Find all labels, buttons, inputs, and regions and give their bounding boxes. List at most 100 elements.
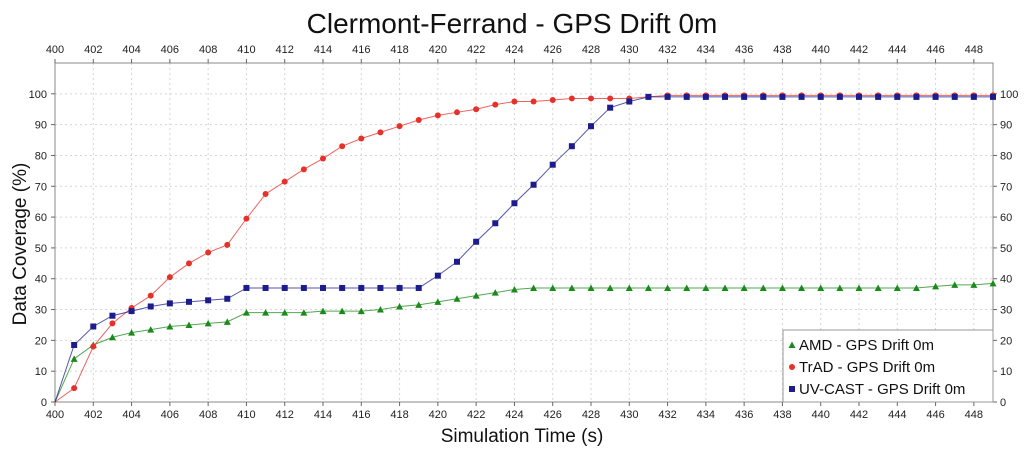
data-point	[224, 295, 231, 302]
data-point	[970, 93, 977, 100]
data-point	[128, 308, 135, 315]
x-tick-label: 432	[658, 409, 676, 421]
x-tick-label: 434	[697, 409, 715, 421]
y-tick-label-right: 90	[1000, 120, 1012, 132]
data-point	[702, 284, 710, 291]
series-triangle	[54, 279, 997, 403]
data-point	[530, 98, 537, 105]
x-tick-label: 406	[161, 409, 179, 421]
data-point	[281, 309, 289, 316]
x-tick-label-top: 404	[122, 44, 140, 56]
data-point	[262, 309, 270, 316]
y-tick-label-right: 70	[1000, 181, 1012, 193]
data-point	[128, 329, 136, 336]
legend-marker	[789, 386, 795, 392]
data-point	[568, 284, 576, 291]
data-point	[377, 284, 384, 291]
data-point	[875, 93, 882, 100]
data-point	[912, 284, 920, 291]
data-point	[913, 93, 920, 100]
data-point	[339, 284, 346, 291]
data-point	[510, 286, 518, 293]
data-point	[607, 95, 614, 102]
data-point	[90, 343, 97, 350]
data-point	[644, 284, 652, 291]
data-point	[223, 318, 231, 325]
y-tick-label-right: 80	[1000, 150, 1012, 162]
x-tick-label: 418	[390, 409, 408, 421]
data-point	[817, 284, 825, 291]
x-tick-label: 444	[888, 409, 906, 421]
data-point	[989, 279, 997, 287]
data-point	[683, 93, 690, 100]
x-tick-label-top: 414	[314, 44, 332, 56]
x-tick-label-top: 428	[582, 44, 600, 56]
y-tick-label: 80	[35, 150, 47, 162]
y-tick-label: 60	[35, 212, 47, 224]
x-tick-label-top: 418	[390, 44, 408, 56]
data-point	[492, 220, 499, 227]
x-tick-label: 424	[505, 409, 523, 421]
data-point	[492, 101, 499, 108]
y-tick-label: 20	[35, 335, 47, 347]
data-point	[281, 178, 288, 185]
data-point	[415, 284, 422, 291]
data-point	[779, 93, 786, 100]
series-line	[54, 282, 994, 403]
data-point	[874, 284, 882, 291]
data-point	[741, 93, 748, 100]
data-point	[320, 284, 326, 291]
y-tick-label: 0	[41, 397, 47, 409]
x-tick-label-top: 412	[276, 44, 294, 56]
data-point	[932, 282, 940, 290]
data-point	[588, 123, 594, 130]
data-point	[357, 307, 365, 315]
x-tick-label: 400	[46, 409, 64, 421]
data-point	[702, 93, 709, 100]
data-point	[454, 258, 460, 265]
data-point	[300, 166, 307, 173]
data-point	[798, 284, 806, 291]
x-tick-label-top: 434	[697, 44, 715, 56]
y-tick-label: 30	[35, 305, 47, 317]
x-tick-label-top: 408	[199, 44, 217, 56]
data-point	[587, 284, 595, 291]
legend: AMD - GPS Drift 0m TrAD - GPS Drift 0m UV-…	[782, 329, 994, 403]
data-point	[70, 355, 78, 362]
data-point	[607, 104, 614, 111]
series-line	[54, 96, 993, 403]
data-point	[970, 281, 978, 288]
data-point	[836, 284, 844, 291]
data-point	[71, 341, 78, 348]
x-tick-label: 446	[926, 409, 944, 421]
x-tick-label: 430	[620, 409, 638, 421]
data-point	[338, 307, 346, 315]
series-square	[54, 93, 996, 403]
series-line	[54, 94, 993, 403]
data-point	[166, 300, 173, 307]
data-point	[377, 129, 384, 136]
data-point	[166, 322, 174, 330]
x-tick-label: 422	[467, 409, 485, 421]
x-tick-label: 404	[122, 409, 140, 421]
data-point	[530, 284, 538, 291]
x-tick-label: 438	[773, 409, 791, 421]
y-tick-label: 40	[35, 274, 47, 286]
x-tick-label-top: 400	[46, 44, 64, 56]
x-tick-label: 416	[352, 409, 370, 421]
y-tick-label: 90	[35, 120, 47, 132]
y-tick-label: 10	[35, 366, 47, 378]
data-point	[836, 93, 843, 100]
data-point	[204, 319, 212, 327]
data-point	[358, 135, 365, 142]
chart-title: Clermont-Ferrand - GPS Drift 0m	[307, 8, 718, 39]
x-tick-label: 426	[544, 409, 562, 421]
data-point	[856, 93, 862, 100]
data-point	[932, 93, 939, 100]
data-point	[511, 98, 518, 105]
data-point	[894, 93, 901, 100]
x-tick-label: 442	[850, 409, 868, 421]
data-point	[511, 200, 518, 207]
data-point	[186, 298, 192, 305]
